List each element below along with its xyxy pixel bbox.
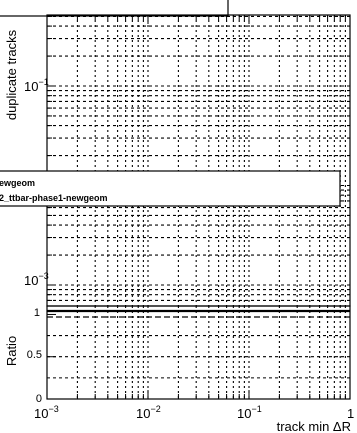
top-y-tick-label-2: 10−3 (24, 271, 49, 288)
top-panel-frame (46, 14, 351, 307)
x-tick-label-3: 10−1 (237, 404, 262, 421)
ratio-panel-grid (47, 306, 350, 399)
axis-ticks (46, 15, 351, 400)
top-y-axis-label: duplicate tracks (4, 29, 19, 120)
x-tick-1-base: 10 (34, 406, 48, 421)
legend-entry-1: ewgeom (0, 178, 35, 188)
top-y-tick-label-1: 10−1 (24, 77, 49, 94)
x-tick-label-4: 1 (347, 406, 354, 421)
legend-box (0, 170, 341, 207)
legend-entry-2: 2_ttbar-phase1-newgeom (0, 193, 108, 203)
top-y-tick-1-exp: −1 (38, 77, 48, 87)
x-tick-label-2: 10−2 (136, 404, 161, 421)
x-tick-3-exp: −1 (251, 404, 261, 414)
top-y-tick-2-exp: −3 (38, 271, 48, 281)
top-y-tick-2-base: 10 (24, 273, 38, 288)
ratio-y-tick-label-05: 0.5 (27, 349, 42, 361)
title-box (0, 0, 229, 17)
ratio-y-axis-label: Ratio (4, 336, 19, 366)
x-tick-2-exp: −2 (150, 404, 160, 414)
x-axis-label: track min ΔR (277, 419, 351, 433)
ratio-panel-frame (46, 305, 351, 400)
x-tick-1-exp: −3 (48, 404, 58, 414)
ratio-y-tick-label-1: 1 (34, 307, 40, 319)
x-tick-2-base: 10 (136, 406, 150, 421)
x-tick-label-1: 10−3 (34, 404, 59, 421)
ratio-y-tick-label-0: 0 (36, 393, 42, 405)
top-panel-grid (47, 15, 350, 306)
top-y-tick-1-base: 10 (24, 79, 38, 94)
x-tick-3-base: 10 (237, 406, 251, 421)
